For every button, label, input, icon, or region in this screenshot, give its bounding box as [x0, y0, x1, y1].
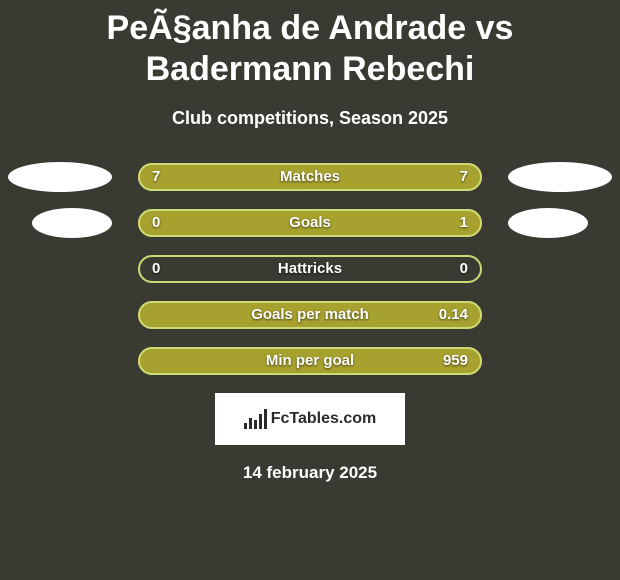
player-avatar-left	[32, 208, 112, 238]
stat-row: 7Matches7	[0, 163, 620, 191]
stat-bar: Goals per match0.14	[138, 301, 482, 329]
stat-bar: 0Hattricks0	[138, 255, 482, 283]
bar-text: Min per goal959	[138, 347, 482, 375]
stat-row: Goals per match0.14	[0, 301, 620, 329]
date-label: 14 february 2025	[0, 463, 620, 483]
bar-text: Goals per match0.14	[138, 301, 482, 329]
bar-chart-icon	[244, 409, 267, 429]
stat-label: Hattricks	[138, 260, 482, 277]
player-avatar-right	[508, 162, 612, 192]
logo-text: FcTables.com	[271, 410, 377, 428]
subtitle: Club competitions, Season 2025	[0, 108, 620, 129]
bar-text: 0Hattricks0	[138, 255, 482, 283]
infographic-container: PeÃ§anha de Andrade vs Badermann Rebechi…	[0, 0, 620, 580]
stat-row: 0Goals1	[0, 209, 620, 237]
stat-row: 0Hattricks0	[0, 255, 620, 283]
stat-label: Goals per match	[138, 306, 482, 323]
stat-label: Matches	[138, 168, 482, 185]
bar-text: 7Matches7	[138, 163, 482, 191]
stat-rows: 7Matches7 0Goals1 0Hattricks0 Goals per mat…	[0, 163, 620, 375]
player-avatar-right	[508, 208, 588, 238]
stat-row: Min per goal959	[0, 347, 620, 375]
stat-bar: 7Matches7	[138, 163, 482, 191]
logo-badge: FcTables.com	[215, 393, 405, 445]
stat-label: Goals	[138, 214, 482, 231]
stat-label: Min per goal	[138, 352, 482, 369]
page-title: PeÃ§anha de Andrade vs Badermann Rebechi	[30, 8, 590, 90]
bar-text: 0Goals1	[138, 209, 482, 237]
stat-bar: 0Goals1	[138, 209, 482, 237]
stat-bar: Min per goal959	[138, 347, 482, 375]
player-avatar-left	[8, 162, 112, 192]
